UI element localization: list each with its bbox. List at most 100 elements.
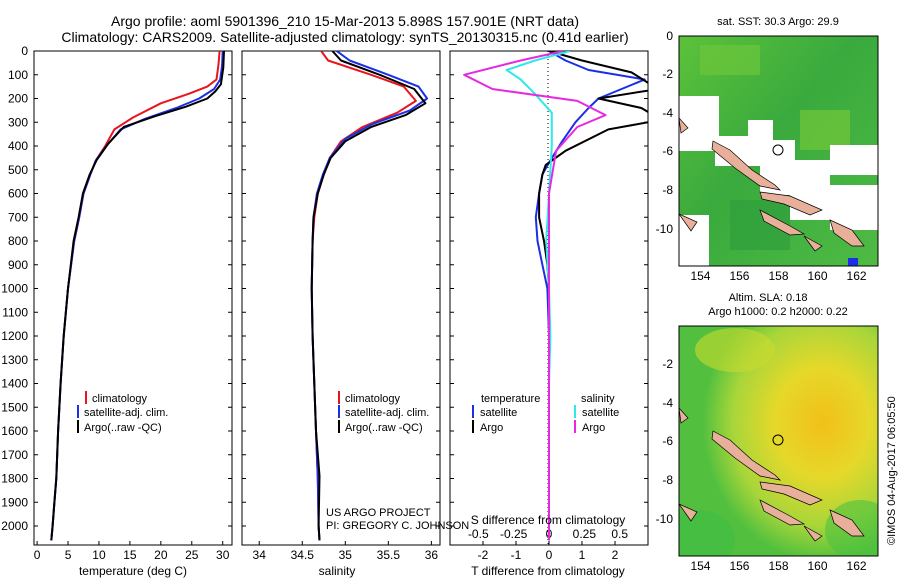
- x-tick-label: 25: [185, 548, 199, 562]
- cloud-mask: [679, 96, 719, 151]
- map-x-tick-label: 160: [808, 559, 828, 573]
- map-x-tick-label: 158: [768, 559, 788, 573]
- x-tick-label: 36: [425, 548, 439, 562]
- x-tick-label: 2: [612, 548, 619, 562]
- island-small: [679, 117, 823, 252]
- x-tick-label: 10: [92, 548, 106, 562]
- difference-legend: temperature salinity satellite Argo sate…: [472, 393, 619, 434]
- depth-axis: 0 100 200 300 400 500 600 700 800 900 1000 1100 1200…: [1, 44, 648, 533]
- salinity-legend: climatology satellite-adj. clim. Argo(..…: [338, 391, 429, 434]
- timestamp: ©IMOS 04-Aug-2017 06:05:50: [886, 396, 898, 545]
- island-santa-isabel: [759, 191, 823, 216]
- legend-label: satellite-adj. clim.: [84, 407, 168, 419]
- x-tick-label: 1: [579, 548, 586, 562]
- depth-tick-label: 0: [21, 44, 28, 58]
- map-x-tick-label: 162: [847, 269, 867, 283]
- island-guadalcanal: [759, 499, 806, 526]
- legend-label: satellite-adj. clim.: [345, 407, 429, 419]
- depth-tick-label: 800: [8, 234, 28, 248]
- island-santa-isabel: [759, 481, 823, 506]
- map-x-tick-label: 162: [847, 559, 867, 573]
- map-y-tick-label: -8: [662, 183, 673, 197]
- series-line-s-satellite: [505, 51, 571, 541]
- x-tick-label: 15: [123, 548, 137, 562]
- series-line-satellite: [50, 51, 224, 541]
- depth-tick-label: 1000: [1, 282, 28, 296]
- x-tick-label: -1: [511, 548, 522, 562]
- legend-title-salinity: salinity: [581, 393, 615, 405]
- legend-label: satellite: [582, 407, 619, 419]
- s-tick-label: -0.25: [500, 527, 528, 541]
- s-tick-label: 0.25: [573, 527, 597, 541]
- island-bougainville: [711, 430, 782, 481]
- sst-patch: [700, 45, 760, 75]
- sst-cold-cell: [848, 258, 858, 266]
- map-y-tick-label: -2: [662, 67, 673, 81]
- credit-line-2: PI: GREGORY C. JOHNSON: [326, 520, 469, 532]
- map-y-tick-label: -4: [662, 106, 673, 120]
- series-line-s-argo: [463, 51, 607, 541]
- sla-map: [679, 326, 878, 556]
- series-line-climatology: [50, 51, 221, 541]
- legend-label: Argo(..raw -QC): [84, 422, 162, 434]
- legend-label: climatology: [345, 393, 401, 405]
- temperature-legend: climatology satellite-adj. clim. Argo(..…: [77, 391, 168, 434]
- map-x-tick-label: 154: [690, 559, 710, 573]
- credit-line-1: US ARGO PROJECT: [326, 507, 431, 519]
- cloud-mask: [830, 185, 878, 230]
- x-tick-label: -2: [478, 548, 489, 562]
- sla-map-axes: -2 -4 -6 -8 -10 154 156 158 160 162: [656, 357, 867, 573]
- salinity-panel-frame: [241, 50, 441, 546]
- depth-tick-label: 1200: [1, 329, 28, 343]
- depth-tick-label: 1500: [1, 400, 28, 414]
- cloud-mask: [748, 120, 773, 145]
- sla-patch: [679, 510, 735, 556]
- argo-float-marker: [772, 144, 784, 156]
- depth-tick-label: 400: [8, 139, 28, 153]
- map-y-tick-label: 0: [666, 29, 673, 43]
- depth-tick-label: 1400: [1, 377, 28, 391]
- depth-tick-label: 1800: [1, 472, 28, 486]
- difference-x-axis: -2 -1 0 1 2-0.5 -0.25 0 0.25 0.5: [468, 527, 628, 562]
- island-small: [679, 407, 823, 542]
- sst-map-frame: [678, 35, 879, 267]
- difference-xlabel-s: S difference from climatology: [471, 513, 626, 527]
- map-y-tick-label: -6: [662, 434, 673, 448]
- x-tick-label: 35: [339, 548, 353, 562]
- depth-tick-label: 1300: [1, 353, 28, 367]
- depth-tick-label: 500: [8, 163, 28, 177]
- s-tick-label: -0.5: [468, 527, 489, 541]
- map-y-tick-label: -8: [662, 473, 673, 487]
- salinity-xlabel: salinity: [319, 564, 356, 578]
- depth-tick-label: 1100: [2, 305, 28, 319]
- sla-patch: [695, 328, 775, 372]
- x-tick-label: 34: [253, 548, 267, 562]
- depth-tick-label: 2000: [1, 519, 28, 533]
- legend-label: Argo: [480, 422, 503, 434]
- temperature-x-axis: 0 5 10 15 20 25 30: [34, 541, 230, 562]
- title-line-1: Argo profile: aoml 5901396_210 15-Mar-20…: [111, 13, 579, 29]
- x-tick-label: 0: [546, 548, 553, 562]
- sla-map-frame: [678, 325, 879, 557]
- map-y-tick-label: -10: [656, 222, 674, 236]
- salinity-x-axis: 34 34.5 35 35.5 36: [253, 541, 439, 562]
- depth-tick-label: 700: [8, 210, 28, 224]
- difference-lines: [463, 51, 648, 541]
- island-bougainville: [711, 140, 782, 191]
- temperature-lines: [50, 51, 225, 541]
- x-tick-label: 30: [216, 548, 230, 562]
- sla-patch: [825, 500, 878, 556]
- sst-map: [679, 36, 878, 266]
- map-x-tick-label: 154: [690, 269, 710, 283]
- series-line-argo: [310, 51, 427, 541]
- temperature-panel-frame: [33, 50, 233, 546]
- island-malaita: [829, 509, 865, 537]
- map-y-tick-label: -4: [662, 396, 673, 410]
- map-x-tick-label: 156: [729, 559, 749, 573]
- map-x-tick-label: 156: [729, 269, 749, 283]
- series-line-climatology: [310, 51, 417, 541]
- x-tick-label: 35.5: [377, 548, 401, 562]
- argo-float-marker: [772, 434, 784, 446]
- map-y-tick-label: -2: [662, 357, 673, 371]
